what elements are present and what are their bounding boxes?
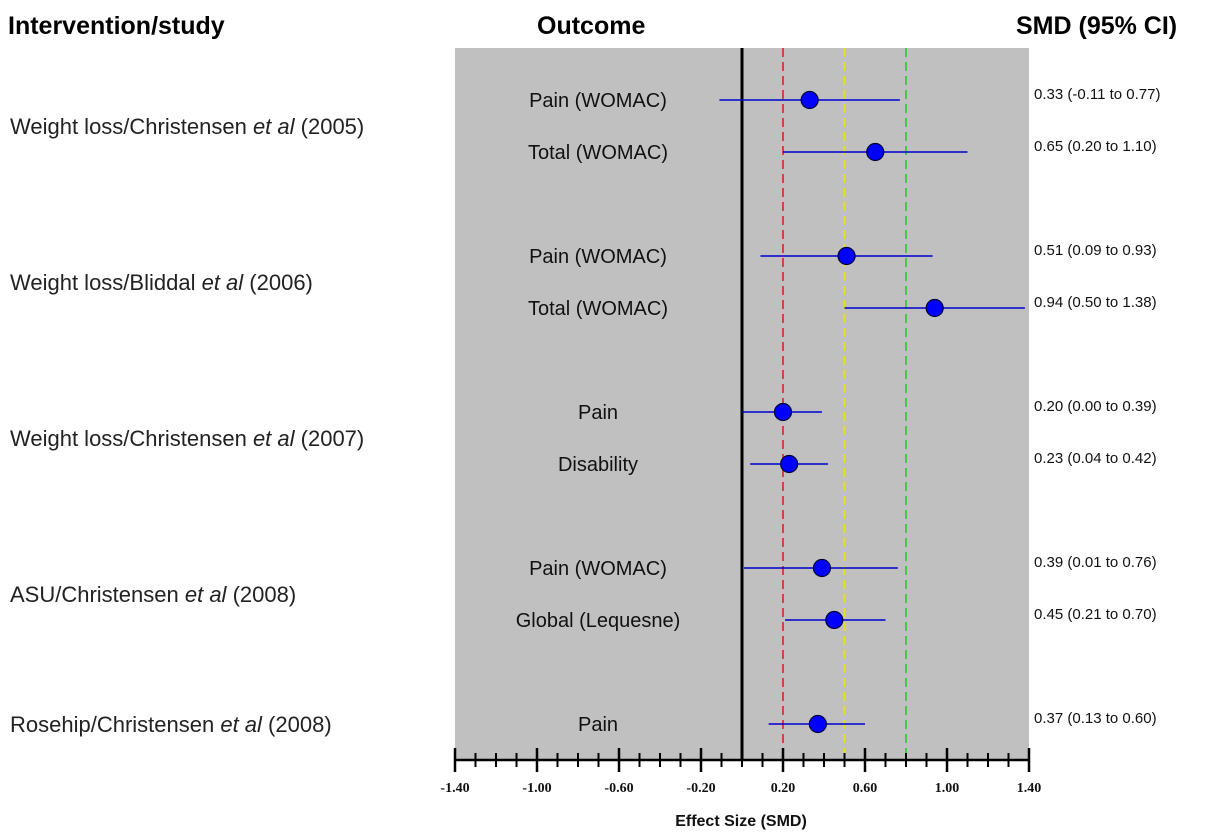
study-label: Weight loss/Christensen et al (2007) <box>10 426 364 451</box>
x-tick-label: 0.60 <box>853 781 878 796</box>
ci-value: 0.33 (-0.11 to 0.77) <box>1034 86 1160 103</box>
study-label-italic: et al <box>253 114 296 139</box>
study-label: Rosehip/Christensen et al (2008) <box>10 712 332 737</box>
effect-marker <box>825 610 844 630</box>
effect-marker <box>808 714 827 734</box>
x-tick-label: 1.40 <box>1017 781 1042 796</box>
study-label-prefix: Rosehip/Christensen <box>10 712 220 737</box>
study-label-prefix: Weight loss/Christensen <box>10 426 253 451</box>
study-label-prefix: Weight loss/Bliddal <box>10 270 202 295</box>
study-label: ASU/Christensen et al (2008) <box>10 582 296 607</box>
outcome-label: Pain (WOMAC) <box>529 246 667 268</box>
outcome-label: Pain (WOMAC) <box>529 558 667 580</box>
study-label-suffix: (2006) <box>243 270 313 295</box>
ci-value: 0.65 (0.20 to 1.10) <box>1034 138 1157 155</box>
x-tick-label: -1.40 <box>440 781 469 796</box>
study-label: Weight loss/Christensen et al (2005) <box>10 114 364 139</box>
rows: Weight loss/Christensen et al (2005) Pain… <box>10 86 1160 737</box>
study-label-italic: et al <box>185 582 228 607</box>
ci-value: 0.20 (0.00 to 0.39) <box>1034 398 1157 415</box>
study-label-suffix: (2008) <box>226 582 296 607</box>
outcome-label: Pain <box>578 402 618 424</box>
study-label-prefix: Weight loss/Christensen <box>10 114 253 139</box>
outcome-label: Pain (WOMAC) <box>529 90 667 112</box>
header-estimate: SMD (95% CI) <box>1016 12 1177 40</box>
study-label-prefix: ASU/Christensen <box>10 582 185 607</box>
ci-value: 0.51 (0.09 to 0.93) <box>1034 242 1157 259</box>
effect-marker <box>780 454 799 474</box>
header-study: Intervention/study <box>8 12 225 40</box>
study-label-italic: et al <box>202 270 245 295</box>
outcome-label: Pain <box>578 714 618 736</box>
effect-marker <box>925 298 944 318</box>
effect-marker <box>812 558 832 578</box>
effect-marker <box>773 402 793 422</box>
outcome-label: Total (WOMAC) <box>528 298 668 320</box>
x-tick-label: -0.20 <box>686 781 715 796</box>
study-label-italic: et al <box>220 712 263 737</box>
x-axis: -1.40 -1.00 -0.60 -0.20 0.20 0.60 1.00 1.40 <box>440 748 1041 796</box>
ci-value: 0.45 (0.21 to 0.70) <box>1034 606 1157 623</box>
x-axis-label: Effect Size (SMD) <box>675 813 807 830</box>
x-tick-label: -0.60 <box>604 781 633 796</box>
x-tick-label: -1.00 <box>522 781 551 796</box>
study-label-suffix: (2005) <box>295 114 365 139</box>
ci-value: 0.37 (0.13 to 0.60) <box>1034 710 1157 727</box>
outcome-label: Total (WOMAC) <box>528 142 668 164</box>
header-outcome: Outcome <box>537 12 645 40</box>
effect-marker <box>800 90 819 110</box>
ci-value: 0.94 (0.50 to 1.38) <box>1034 294 1157 311</box>
study-label: Weight loss/Bliddal et al (2006) <box>10 270 313 295</box>
study-label-suffix: (2008) <box>262 712 332 737</box>
study-label-suffix: (2007) <box>295 426 365 451</box>
ci-value: 0.23 (0.04 to 0.42) <box>1034 450 1157 467</box>
x-tick-label: 1.00 <box>935 781 960 796</box>
outcome-label: Global (Lequesne) <box>516 610 681 632</box>
effect-marker <box>866 142 885 162</box>
x-tick-label: 0.20 <box>771 781 796 796</box>
ci-value: 0.39 (0.01 to 0.76) <box>1034 554 1157 571</box>
study-label-italic: et al <box>253 426 296 451</box>
outcome-label: Disability <box>558 454 638 476</box>
effect-marker <box>837 246 856 266</box>
